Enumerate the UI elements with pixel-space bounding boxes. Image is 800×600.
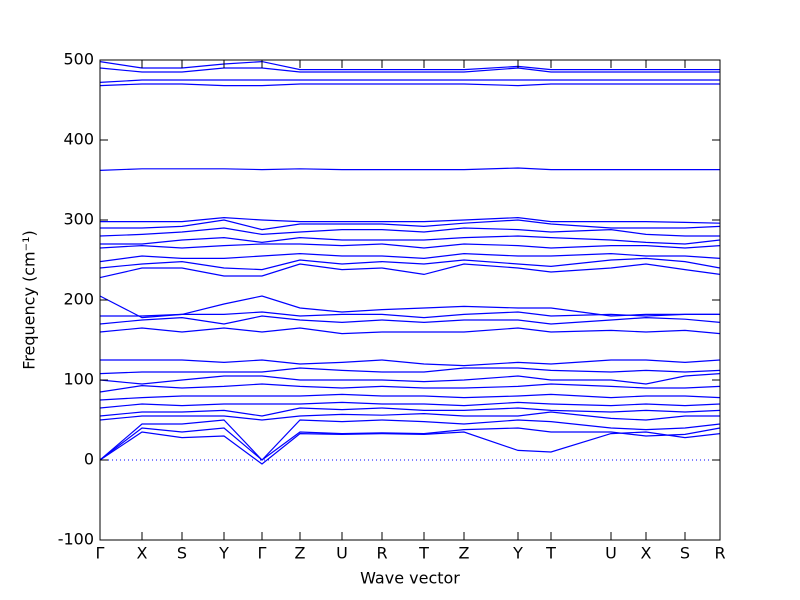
x-tick-label: Y xyxy=(512,544,523,563)
plot-frame xyxy=(99,59,721,541)
y-tick-label: 500 xyxy=(63,50,94,69)
band-line xyxy=(99,401,721,409)
x-tick-label: S xyxy=(177,544,187,563)
band-line xyxy=(99,79,720,83)
band-line xyxy=(99,295,720,319)
y-tick-label: -100 xyxy=(58,530,94,549)
band-line xyxy=(100,359,721,367)
band-line xyxy=(99,407,721,417)
x-tick-label: Y xyxy=(218,544,229,563)
band-line xyxy=(99,167,720,171)
band-line xyxy=(99,252,721,263)
band-line xyxy=(99,83,720,87)
y-tick-label: 100 xyxy=(63,370,94,389)
x-tick-label: X xyxy=(641,544,652,563)
band-line xyxy=(99,257,721,271)
y-axis-label: Frequency (cm⁻¹) xyxy=(20,230,39,369)
y-tick-label: 200 xyxy=(63,290,94,309)
x-axis-label: Wave vector xyxy=(360,569,460,588)
band-line xyxy=(99,243,721,249)
x-tick-label: R xyxy=(376,544,387,563)
band-line xyxy=(100,216,721,224)
band-line xyxy=(100,219,721,231)
x-tick-label: X xyxy=(137,544,148,563)
x-tick-label: U xyxy=(336,544,348,563)
x-tick-label: Z xyxy=(459,544,470,563)
x-tick-label: T xyxy=(545,544,556,563)
band-line xyxy=(99,327,721,335)
band-line xyxy=(99,383,721,393)
band-line xyxy=(99,60,720,71)
x-tick-label: Γ xyxy=(96,544,105,563)
y-tick-label: 0 xyxy=(84,450,94,469)
x-tick-label: Γ xyxy=(258,544,267,563)
band-line xyxy=(99,263,721,279)
x-tick-label: S xyxy=(680,544,690,563)
band-line xyxy=(99,367,721,375)
band-line xyxy=(99,67,720,73)
band-line xyxy=(99,227,720,237)
y-tick-label: 400 xyxy=(63,130,94,149)
band-line xyxy=(99,419,721,461)
x-tick-label: R xyxy=(714,544,725,563)
x-tick-label: Z xyxy=(295,544,306,563)
y-tick-label: 300 xyxy=(63,210,94,229)
x-tick-label: T xyxy=(418,544,429,563)
band-line xyxy=(100,235,721,245)
band-line xyxy=(99,411,720,421)
band-line xyxy=(99,427,721,461)
band-line xyxy=(99,393,721,401)
band-line xyxy=(99,315,721,325)
x-tick-label: U xyxy=(605,544,617,563)
band-line xyxy=(99,373,721,385)
band-line xyxy=(99,431,721,465)
